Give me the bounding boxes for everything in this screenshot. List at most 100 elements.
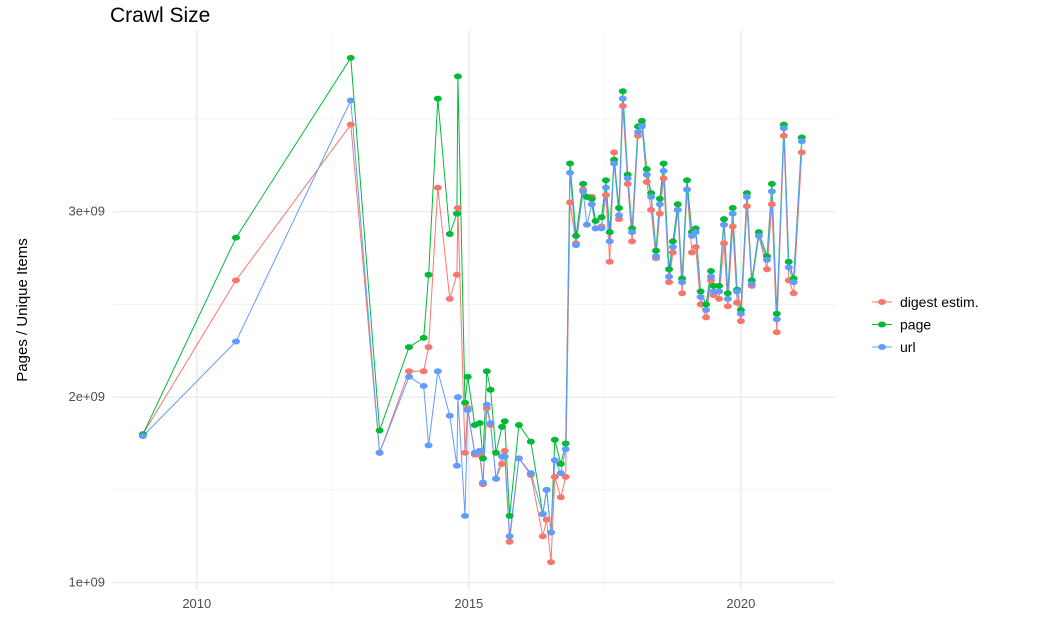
point-page	[572, 232, 581, 239]
point-url	[463, 407, 472, 414]
x-tick-label: 2020	[726, 596, 755, 611]
point-url	[601, 184, 610, 191]
point-url	[610, 160, 619, 167]
point-url	[715, 288, 724, 295]
point-url	[691, 229, 700, 236]
y-tick-label: 1e+09	[68, 575, 105, 590]
point-url	[546, 529, 555, 536]
point-page	[566, 160, 575, 167]
point-url	[623, 175, 632, 182]
point-digest-estim	[665, 279, 674, 286]
legend-item-page: page	[872, 317, 931, 333]
point-page	[591, 217, 600, 224]
point-url	[453, 394, 462, 401]
point-url	[582, 221, 591, 228]
point-url	[419, 383, 428, 390]
legend-item-url: url	[872, 339, 916, 355]
point-digest-estim	[498, 460, 507, 467]
point-url	[605, 238, 614, 245]
point-page	[375, 427, 384, 434]
point-digest-estim	[404, 368, 413, 375]
point-url	[637, 123, 646, 130]
line-url	[142, 98, 803, 537]
point-url	[668, 243, 677, 250]
point-url	[642, 171, 651, 178]
point-digest-estim	[702, 314, 711, 321]
point-url	[614, 212, 623, 219]
y-axis-label: Pages / Unique Items	[14, 238, 31, 381]
series-points	[138, 54, 806, 566]
point-page	[618, 88, 627, 95]
point-url	[572, 242, 581, 249]
point-digest-estim	[762, 266, 771, 273]
point-page	[702, 301, 711, 308]
chart-title: Crawl Size	[110, 4, 210, 27]
line-digest-estim	[142, 105, 803, 563]
point-url	[550, 457, 559, 464]
point-digest-estim	[618, 103, 627, 110]
point-page	[642, 166, 651, 173]
point-digest-estim	[610, 149, 619, 156]
point-url	[566, 169, 575, 176]
point-url	[618, 95, 627, 102]
point-page	[453, 73, 462, 80]
point-page	[597, 214, 606, 221]
point-page	[478, 455, 487, 462]
point-digest-estim	[779, 132, 788, 139]
point-url	[706, 273, 715, 280]
point-digest-estim	[546, 559, 555, 566]
point-url	[597, 225, 606, 232]
point-url	[492, 475, 501, 482]
point-page	[500, 418, 509, 425]
x-tick-label: 2015	[454, 596, 483, 611]
point-url	[779, 125, 788, 132]
point-digest-estim	[346, 121, 355, 128]
point-url	[647, 193, 656, 200]
point-page	[463, 373, 472, 380]
point-url	[747, 281, 756, 288]
point-url	[587, 201, 596, 208]
point-page	[419, 334, 428, 341]
point-url	[678, 279, 687, 286]
point-page	[579, 180, 588, 187]
point-url	[683, 186, 692, 193]
point-url	[526, 470, 535, 477]
legend-label: page	[900, 317, 931, 333]
legend: digest estim. page url	[872, 294, 979, 355]
point-digest-estim	[715, 295, 724, 302]
point-digest-estim	[623, 180, 632, 187]
point-digest-estim	[678, 290, 687, 297]
point-url	[733, 288, 742, 295]
point-url	[723, 295, 732, 302]
point-url	[138, 433, 147, 440]
point-digest-estim	[723, 303, 732, 310]
point-digest-estim	[642, 179, 651, 186]
y-tick-label: 2e+09	[68, 389, 105, 404]
point-url	[556, 470, 565, 477]
point-url	[762, 256, 771, 263]
point-url	[655, 201, 664, 208]
point-url	[728, 210, 737, 217]
point-digest-estim	[556, 494, 565, 501]
legend-key-point	[878, 344, 886, 350]
point-page	[706, 268, 715, 275]
point-digest-estim	[733, 299, 742, 306]
point-url	[673, 206, 682, 213]
point-url	[772, 316, 781, 323]
point-digest-estim	[424, 344, 433, 351]
point-page	[346, 54, 355, 61]
point-page	[601, 177, 610, 184]
point-page	[673, 201, 682, 208]
point-digest-estim	[542, 516, 551, 523]
point-digest-estim	[767, 201, 776, 208]
point-digest-estim	[561, 473, 570, 480]
point-page	[728, 205, 737, 212]
point-digest-estim	[797, 149, 806, 156]
point-digest-estim	[628, 238, 637, 245]
legend-item-digest-estim: digest estim.	[872, 294, 979, 310]
point-page	[461, 399, 470, 406]
point-digest-estim	[742, 203, 751, 210]
point-page	[452, 210, 461, 217]
point-url	[538, 510, 547, 517]
